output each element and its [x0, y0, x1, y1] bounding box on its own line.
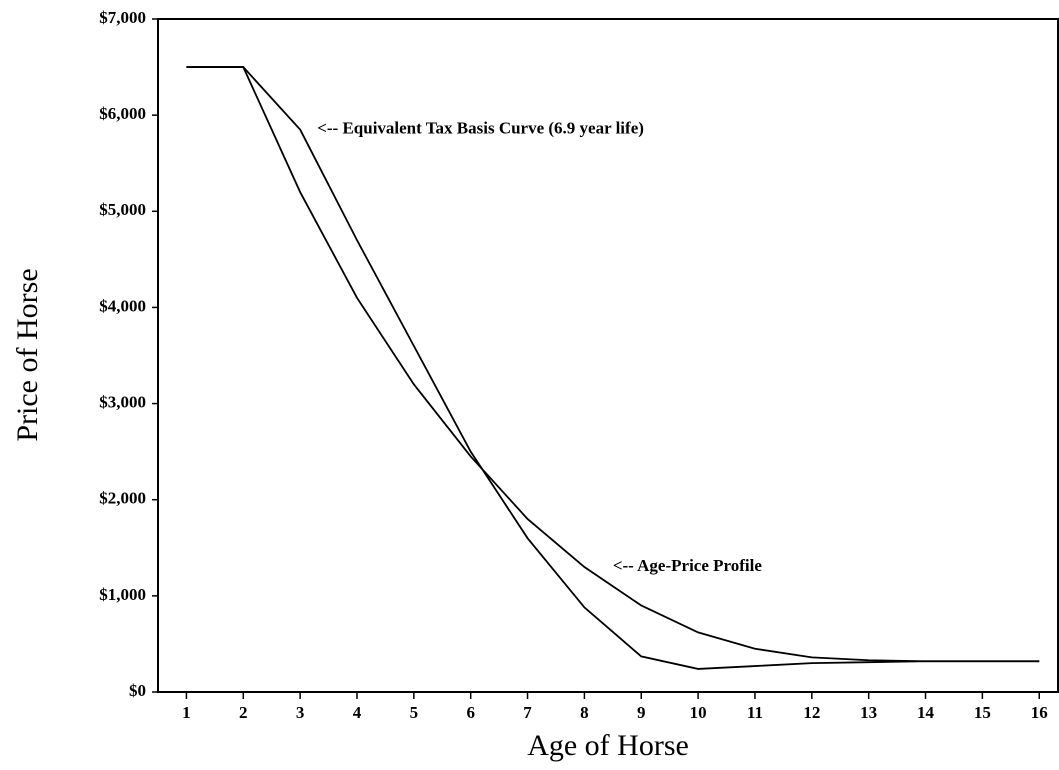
y-tick-label: $2,000: [99, 489, 146, 508]
x-tick-label: 11: [747, 703, 763, 722]
y-axis-title: Price of Horse: [11, 268, 44, 441]
y-tick-label: $0: [129, 681, 146, 700]
y-tick-label: $7,000: [99, 8, 146, 27]
x-axis-title: Age of Horse: [527, 729, 689, 762]
y-tick-label: $3,000: [99, 392, 146, 411]
x-tick-label: 10: [690, 703, 707, 722]
series-line: [186, 66, 1040, 670]
x-tick-label: 5: [410, 703, 419, 722]
x-tick-label: 6: [466, 703, 475, 722]
x-tick-label: 14: [917, 703, 935, 722]
x-tick-label: 7: [523, 703, 532, 722]
x-tick-label: 8: [580, 703, 589, 722]
x-tick-label: 12: [803, 703, 820, 722]
curve-annotation: <-- Age-Price Profile: [613, 556, 763, 575]
x-tick-label: 2: [239, 703, 248, 722]
x-tick-label: 15: [974, 703, 991, 722]
y-tick-label: $6,000: [99, 104, 146, 123]
y-tick-label: $5,000: [99, 200, 146, 219]
curve-annotation: <-- Equivalent Tax Basis Curve (6.9 year…: [317, 118, 644, 137]
plot-frame: [157, 18, 1059, 693]
series-line: [186, 66, 1040, 663]
x-tick-label: 16: [1031, 703, 1048, 722]
x-tick-label: 3: [296, 703, 305, 722]
x-tick-label: 13: [860, 703, 877, 722]
x-tick-label: 4: [353, 703, 362, 722]
x-tick-label: 9: [637, 703, 646, 722]
y-tick-label: $1,000: [99, 585, 146, 604]
x-tick-label: 1: [182, 703, 191, 722]
y-tick-label: $4,000: [99, 296, 146, 315]
